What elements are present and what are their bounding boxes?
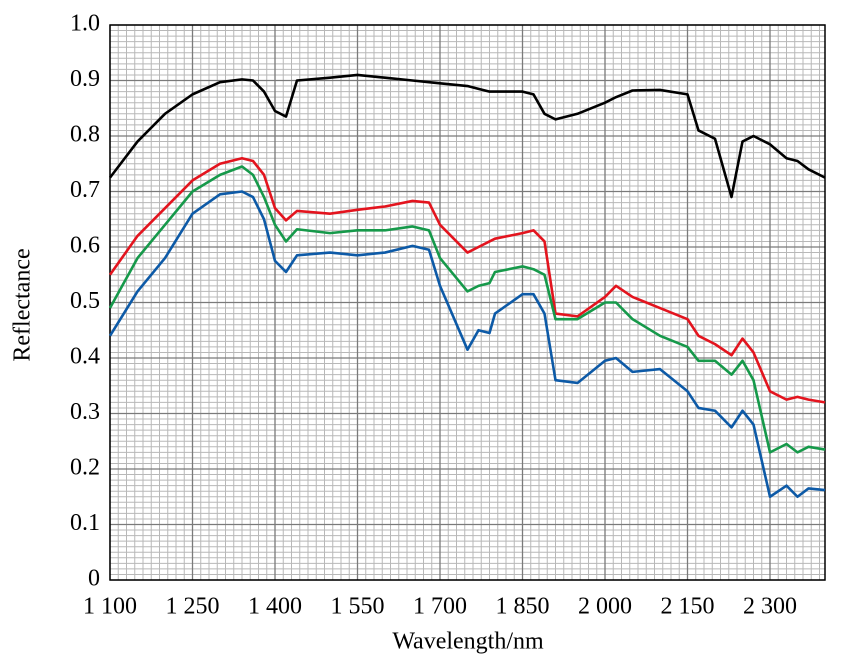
y-tick-label: 0.5 — [70, 288, 100, 314]
y-tick-label: 0.4 — [70, 344, 100, 370]
y-tick-label: 0.7 — [70, 177, 100, 203]
y-tick-label: 0.3 — [70, 399, 100, 425]
x-axis-title: Wavelength/nm — [392, 629, 544, 655]
y-tick-label: 0.9 — [70, 66, 100, 92]
y-tick-label: 0.8 — [70, 122, 100, 148]
y-tick-label: 0.2 — [70, 455, 100, 481]
y-axis-title: Reflectance — [10, 248, 36, 361]
x-tick-label: 2 000 — [578, 594, 632, 620]
x-tick-label: 1 400 — [248, 594, 302, 620]
y-tick-label: 0.6 — [70, 233, 100, 259]
x-tick-label: 1 100 — [83, 594, 137, 620]
y-tick-label: 1.0 — [70, 11, 100, 37]
x-tick-label: 1 850 — [496, 594, 550, 620]
y-tick-label: 0 — [88, 566, 100, 592]
x-tick-label: 1 250 — [166, 594, 220, 620]
series-line — [108, 190, 826, 499]
series-line — [108, 165, 826, 454]
x-tick-label: 2 300 — [743, 594, 797, 620]
x-tick-label: 1 550 — [331, 594, 385, 620]
plot-border — [109, 24, 826, 581]
series-line — [108, 73, 826, 199]
y-tick-label: 0.1 — [70, 510, 100, 536]
x-tick-label: 1 700 — [413, 594, 467, 620]
x-tick-label: 2 150 — [661, 594, 715, 620]
series-line — [108, 156, 826, 404]
